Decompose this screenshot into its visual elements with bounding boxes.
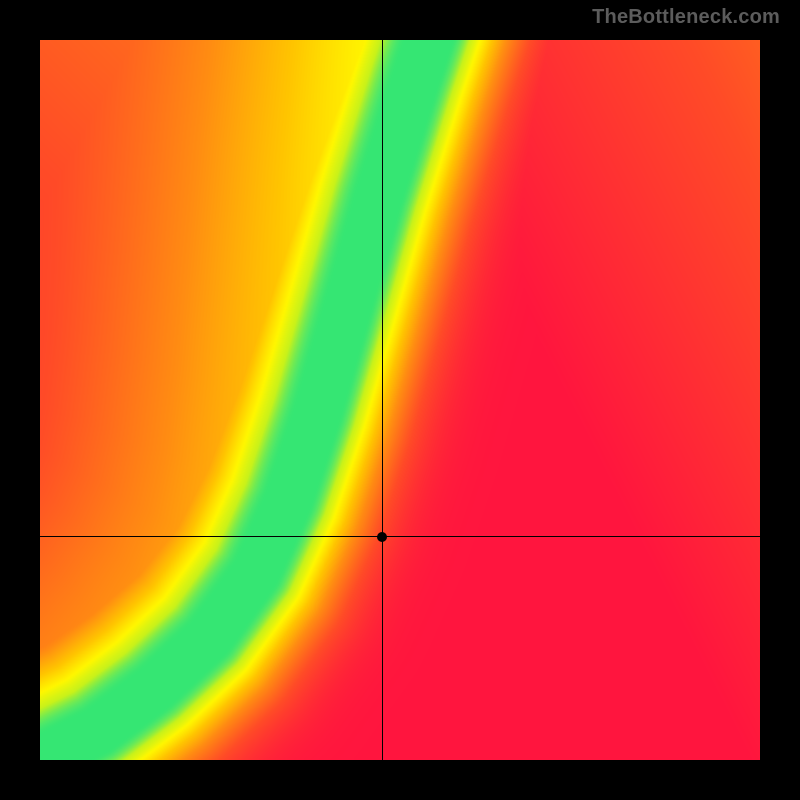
crosshair-marker-dot xyxy=(377,532,387,542)
heatmap-canvas xyxy=(40,40,760,760)
crosshair-horizontal xyxy=(40,536,760,537)
figure-container: TheBottleneck.com xyxy=(0,0,800,800)
watermark-text: TheBottleneck.com xyxy=(592,6,780,29)
crosshair-vertical xyxy=(382,40,383,760)
heatmap-plot xyxy=(40,40,760,760)
